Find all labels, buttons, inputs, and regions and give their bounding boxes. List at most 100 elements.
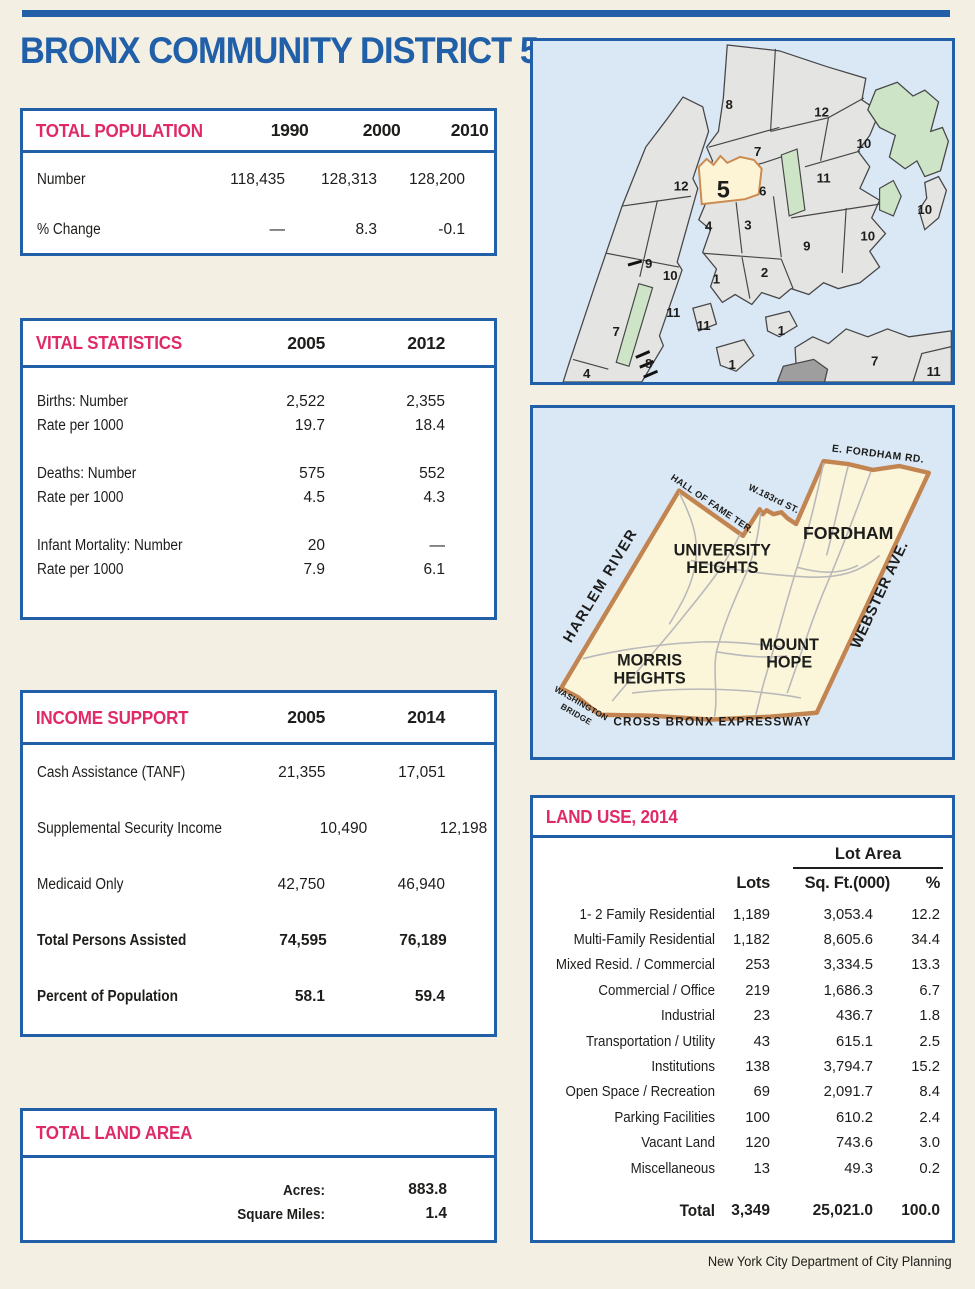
- row-value: 128,313: [320, 171, 377, 188]
- map-label: UNIVERSITY: [674, 541, 772, 559]
- district-number-11: 11: [666, 305, 680, 320]
- lots-value: 138: [745, 1059, 770, 1076]
- lots-value: 253: [745, 957, 770, 974]
- row-label: Total Persons Assisted: [37, 932, 187, 949]
- pct-value: 0.2: [919, 1160, 940, 1177]
- district-number-12: 12: [814, 105, 829, 120]
- district-number-4: 4: [583, 366, 591, 381]
- row-value: —: [269, 221, 286, 238]
- total-population-header: TOTAL POPULATION 1990 2000 2010: [23, 111, 494, 153]
- population-col-1990: 1990: [270, 120, 309, 140]
- sqft-value: 49.3: [844, 1160, 873, 1177]
- land-use-row: Vacant Land 120 743.6 3.0: [533, 1131, 952, 1156]
- vital-group: Births: Number 2,522 2,355 Rate per 1000 19.…: [37, 390, 445, 438]
- lots-value: 13: [753, 1160, 770, 1177]
- district-number-8: 8: [726, 97, 733, 112]
- population-row: Number 118,435 128,313 128,200: [23, 155, 494, 205]
- income-col-2014: 2014: [407, 707, 445, 727]
- sqft-value: 3,053.4: [823, 906, 873, 923]
- sqft-value: 610.2: [835, 1109, 873, 1126]
- district-number-1: 1: [713, 272, 720, 287]
- district-number-4: 4: [705, 219, 713, 234]
- row-label: Number: [37, 171, 86, 188]
- land-use-col-sqft: Sq. Ft.(000): [804, 874, 891, 892]
- land-use-row: Miscellaneous 13 49.3 0.2: [533, 1156, 952, 1181]
- row-value: 4.5: [303, 489, 325, 506]
- row-value: 1.4: [425, 1205, 447, 1222]
- airport-area: [776, 358, 829, 382]
- row-value: 2,355: [406, 393, 445, 410]
- land-use-row: Multi-Family Residential 1,182 8,605.6 34.4: [533, 927, 952, 952]
- map-label: HOPE: [766, 654, 812, 672]
- land-use-col-lots: Lots: [736, 874, 770, 892]
- district-number-11: 11: [697, 318, 711, 333]
- row-value: 7.9: [303, 561, 325, 578]
- district-number-12: 12: [674, 178, 689, 193]
- total-population-title: TOTAL POPULATION: [35, 119, 203, 141]
- total-population-table: TOTAL POPULATION 1990 2000 2010 Number 11…: [20, 108, 497, 256]
- land-use-row: Parking Facilities 100 610.2 2.4: [533, 1105, 952, 1130]
- pct-value: 1.8: [919, 1008, 940, 1025]
- land-use-body: 1- 2 Family Residential 1,189 3,053.4 12.2 M…: [533, 902, 952, 1181]
- district-number-8: 8: [645, 356, 652, 371]
- pct-value: 34.4: [911, 932, 940, 949]
- pct-value: 3.0: [919, 1135, 940, 1152]
- row-value: 21,355: [278, 764, 326, 781]
- row-label: Acres:: [282, 1181, 325, 1199]
- queens-shore: [794, 328, 952, 382]
- district-number-9: 9: [803, 238, 810, 253]
- population-row: % Change — 8.3 -0.1: [23, 205, 494, 255]
- land-use-column-headers: Lots Sq. Ft.(000) %: [533, 874, 952, 893]
- sqft-value: 615.1: [835, 1033, 873, 1050]
- income-row: Cash Assistance (TANF) 21,355 17,051: [23, 745, 494, 801]
- lot-area-group-header: Lot Area: [793, 845, 943, 869]
- land-use-header: LAND USE, 2014: [533, 798, 952, 838]
- map-label: MORRIS: [617, 652, 682, 670]
- sqft-value: 2,091.7: [823, 1084, 873, 1101]
- sqft-value: 743.6: [835, 1135, 873, 1152]
- row-label: Infant Mortality: Number: [37, 537, 183, 554]
- income-row: Percent of Population 58.1 59.4: [23, 969, 494, 1025]
- district-number-9: 9: [645, 256, 652, 271]
- randalls-island: [715, 338, 755, 372]
- district-5-outline: [558, 458, 932, 722]
- row-value: -0.1: [438, 221, 465, 238]
- row-label: Multi-Family Residential: [573, 932, 715, 949]
- row-value: 118,435: [230, 171, 285, 188]
- row-value: 46,940: [397, 876, 445, 893]
- row-label: Commercial / Office: [598, 982, 715, 999]
- income-support-table: INCOME SUPPORT 2005 2014 Cash Assistance…: [20, 690, 497, 1037]
- vital-row: Deaths: Number 575 552: [37, 462, 445, 486]
- lots-value: 219: [745, 982, 770, 999]
- land-area-row: Acres: 883.8: [37, 1178, 447, 1202]
- row-value: 17,051: [398, 764, 446, 781]
- vital-row: Rate per 1000 19.7 18.4: [37, 414, 445, 438]
- district-number-3: 3: [744, 218, 751, 233]
- map-label: CROSS BRONX EXPRESSWAY: [613, 716, 811, 729]
- vital-row: Rate per 1000 4.5 4.3: [37, 486, 445, 510]
- row-value: 20: [307, 537, 325, 554]
- row-label: Rate per 1000: [37, 417, 124, 434]
- land-use-total-lots: 3,349: [731, 1202, 770, 1219]
- row-label: Miscellaneous: [630, 1160, 715, 1177]
- top-accent-bar: [22, 10, 950, 17]
- district-number-11: 11: [927, 364, 941, 379]
- income-support-title: INCOME SUPPORT: [35, 706, 189, 728]
- borough-locator-map: 8 12 7 10 5 6 11 12 10 4 3 9 10 2 1 9 10 11 11 7 8 4 1 1 7 11: [530, 38, 955, 385]
- land-use-title: LAND USE, 2014: [545, 805, 678, 827]
- pct-value: 6.7: [919, 982, 940, 999]
- row-label: Transportation / Utility: [585, 1033, 715, 1050]
- manhattan: [562, 96, 710, 382]
- row-label: Deaths: Number: [37, 465, 137, 482]
- row-value: 128,200: [408, 171, 465, 188]
- district-number-7: 7: [871, 353, 878, 368]
- rikers-island: [764, 310, 798, 338]
- row-value: —: [429, 537, 446, 554]
- row-label: Square Miles:: [237, 1205, 325, 1223]
- row-label: Cash Assistance (TANF): [37, 764, 186, 781]
- land-use-row: Industrial 23 436.7 1.8: [533, 1004, 952, 1029]
- vital-statistics-header: VITAL STATISTICS 2005 2012: [23, 321, 494, 368]
